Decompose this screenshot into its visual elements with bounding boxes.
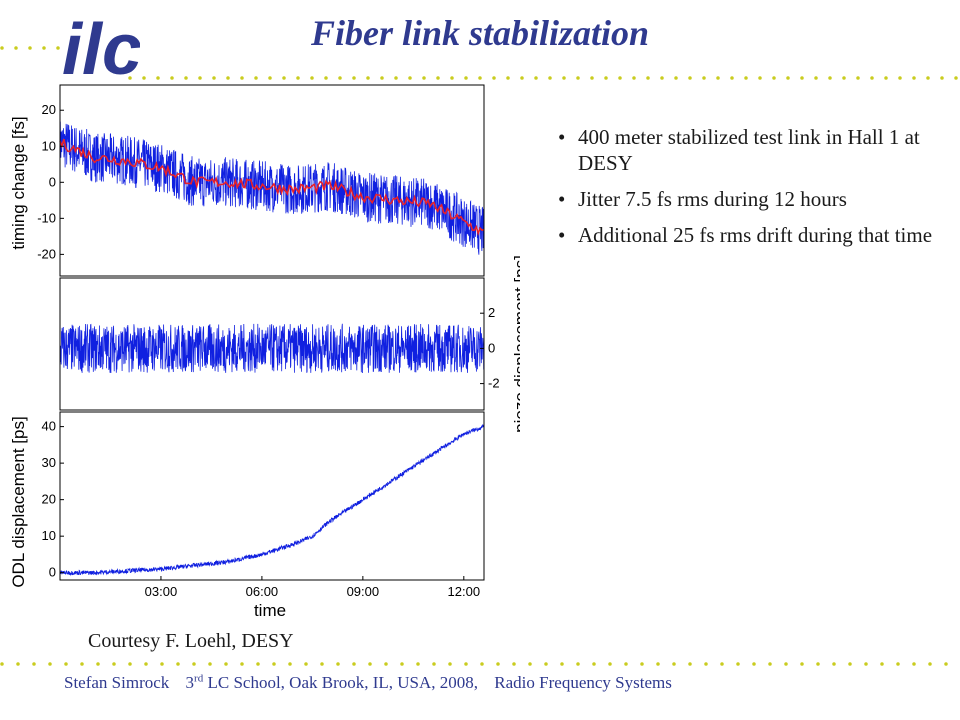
bullet-dot: • <box>558 223 566 247</box>
bullet-dot: • <box>558 187 566 211</box>
axes-frame <box>59 84 485 277</box>
footer-author: Stefan Simrock <box>64 672 170 692</box>
data-trace <box>59 121 485 255</box>
credit-text: Courtesy F. Loehl, DESY <box>88 630 294 652</box>
x-tick-label: 09:00 <box>347 584 380 599</box>
data-trace <box>59 423 485 577</box>
timing-change-panel: 20 10 0 -10 -20 <box>37 84 485 277</box>
y-axis-label-odl: ODL displacement [ps] <box>9 416 28 587</box>
data-trace <box>59 323 485 374</box>
x-tick-label: 12:00 <box>448 584 481 599</box>
axes-frame <box>59 277 485 411</box>
y-tick-label: -10 <box>37 210 56 225</box>
y-tick-label: 10 <box>42 528 56 543</box>
footer-topic: Radio Frequency Systems <box>494 672 672 692</box>
slide-title: Fiber link stabilization <box>310 13 650 53</box>
y-tick-label: 0 <box>488 340 495 355</box>
y-tick-label: 20 <box>42 492 56 507</box>
y-tick-label: 2 <box>488 305 495 320</box>
footer: Stefan Simrock 3rd LC School, Oak Brook,… <box>64 672 684 693</box>
bullet-item: • Jitter 7.5 fs rms during 12 hours <box>558 187 847 211</box>
y-tick-label: -2 <box>488 376 500 391</box>
axes-frame <box>59 411 485 581</box>
y-tick-label: 20 <box>42 102 56 117</box>
ilc-logo: ilc <box>62 10 140 82</box>
mean-trace <box>59 138 485 236</box>
x-tick-label: 06:00 <box>246 584 279 599</box>
y-axis-label-piezo: piezo displacement [ps] <box>511 255 520 433</box>
svg-text:ilc: ilc <box>62 10 140 82</box>
bullet-dot: • <box>558 125 566 149</box>
bottom-dotted-line <box>0 662 960 666</box>
footer-event: 3rd LC School, Oak Brook, IL, USA, 2008, <box>185 672 479 692</box>
y-tick-label: -20 <box>37 246 56 261</box>
y-axis-label-timing: timing change [fs] <box>9 116 28 249</box>
bullet-item: • Additional 25 fs rms drift during that … <box>558 223 933 247</box>
top-dotted-line-left <box>0 46 64 50</box>
x-axis-label-time: time <box>254 601 286 620</box>
y-tick-label: 10 <box>42 138 56 153</box>
piezo-displacement-panel: 2 0 -2 <box>59 277 500 411</box>
y-tick-label: 30 <box>42 455 56 470</box>
odl-displacement-panel: 40 30 20 10 0 03:00 06:00 09:00 12:00 <box>42 411 485 599</box>
bullet-item: • 400 meter stabilized test link in Hall … <box>558 125 920 175</box>
bullet-list: • 400 meter stabilized test link in Hall … <box>558 124 950 258</box>
y-tick-label: 0 <box>49 565 56 580</box>
x-tick-label: 03:00 <box>145 584 178 599</box>
y-tick-label: 0 <box>49 174 56 189</box>
y-tick-label: 40 <box>42 419 56 434</box>
